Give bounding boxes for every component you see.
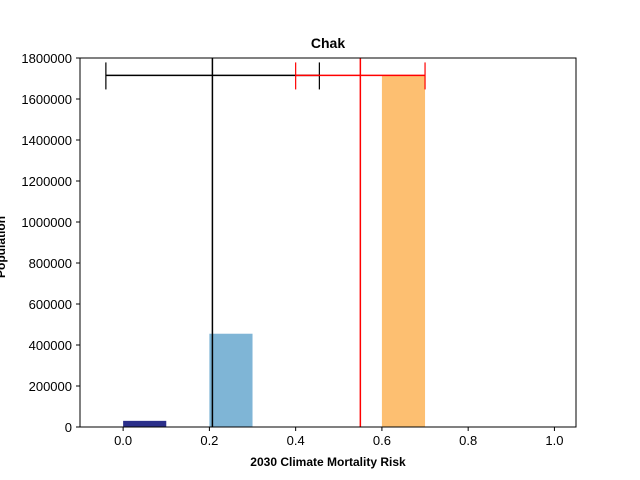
bar-2 [381,75,426,428]
y-tick-label: 1600000 [21,92,72,107]
y-axis-label: Population [0,216,8,278]
x-axis-label: 2030 Climate Mortality Risk [250,455,406,469]
x-ticks-group: 0.0 0.2 0.4 0.6 0.8 1.0 [114,427,563,448]
y-tick-label: 600000 [29,297,72,312]
bar-0 [123,420,167,427]
x-tick-label: 0.6 [373,433,391,448]
reference-lines-group [105,58,426,427]
y-tick-label: 1200000 [21,174,72,189]
x-tick-label: 0.0 [114,433,132,448]
bars-group [123,75,426,428]
y-tick-label: 400000 [29,338,72,353]
chart-title: Chak [311,35,345,51]
y-tick-label: 1000000 [21,215,72,230]
bar-1 [209,333,253,427]
x-tick-label: 0.4 [287,433,305,448]
x-tick-label: 0.2 [200,433,218,448]
y-tick-label: 800000 [29,256,72,271]
x-tick-label: 0.8 [459,433,477,448]
plot-frame [79,57,577,428]
x-tick-label: 1.0 [545,433,563,448]
y-ticks-group: 0 200000 400000 600000 800000 1000000 1200000 1… [21,51,80,435]
y-tick-label: 1400000 [21,133,72,148]
y-tick-label: 200000 [29,379,72,394]
y-tick-label: 0 [65,420,72,435]
y-tick-label: 1800000 [21,51,72,66]
